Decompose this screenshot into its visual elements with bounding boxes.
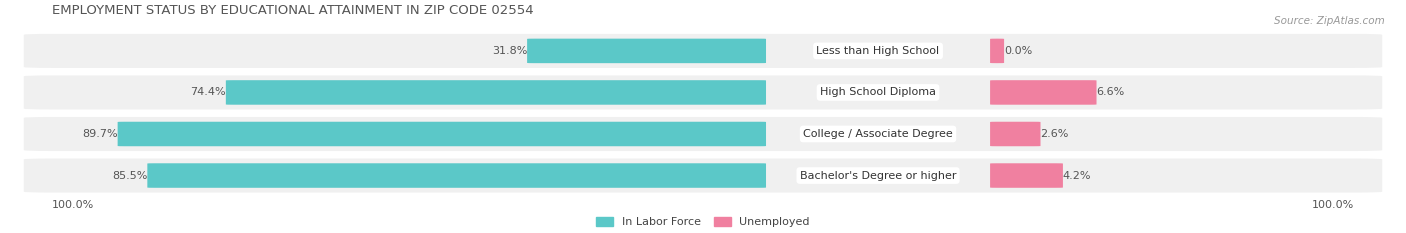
Text: 100.0%: 100.0% [1312, 200, 1354, 210]
Text: Less than High School: Less than High School [817, 46, 939, 56]
FancyBboxPatch shape [148, 163, 766, 188]
FancyBboxPatch shape [990, 39, 1004, 63]
Text: EMPLOYMENT STATUS BY EDUCATIONAL ATTAINMENT IN ZIP CODE 02554: EMPLOYMENT STATUS BY EDUCATIONAL ATTAINM… [52, 4, 533, 17]
FancyBboxPatch shape [118, 122, 766, 146]
Text: 89.7%: 89.7% [82, 129, 118, 139]
Text: 85.5%: 85.5% [112, 171, 148, 181]
FancyBboxPatch shape [24, 117, 1382, 151]
Text: 2.6%: 2.6% [1040, 129, 1069, 139]
Text: Bachelor's Degree or higher: Bachelor's Degree or higher [800, 171, 956, 181]
Text: Source: ZipAtlas.com: Source: ZipAtlas.com [1274, 16, 1385, 26]
Text: High School Diploma: High School Diploma [820, 87, 936, 97]
Text: 74.4%: 74.4% [190, 87, 226, 97]
FancyBboxPatch shape [24, 34, 1382, 68]
Text: 0.0%: 0.0% [1004, 46, 1032, 56]
FancyBboxPatch shape [527, 39, 766, 63]
Text: 31.8%: 31.8% [492, 46, 527, 56]
Text: 100.0%: 100.0% [52, 200, 94, 210]
FancyBboxPatch shape [24, 75, 1382, 110]
FancyBboxPatch shape [226, 80, 766, 105]
FancyBboxPatch shape [990, 122, 1040, 146]
Text: 4.2%: 4.2% [1063, 171, 1091, 181]
Text: College / Associate Degree: College / Associate Degree [803, 129, 953, 139]
FancyBboxPatch shape [990, 80, 1097, 105]
FancyBboxPatch shape [990, 163, 1063, 188]
Text: 6.6%: 6.6% [1097, 87, 1125, 97]
FancyBboxPatch shape [24, 158, 1382, 192]
Legend: In Labor Force, Unemployed: In Labor Force, Unemployed [596, 216, 810, 227]
